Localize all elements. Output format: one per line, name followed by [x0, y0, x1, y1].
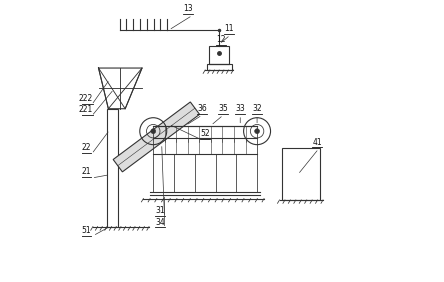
- Text: 51: 51: [81, 226, 91, 235]
- Text: 13: 13: [183, 4, 193, 13]
- Bar: [282, 148, 320, 200]
- Polygon shape: [113, 102, 199, 172]
- Text: 33: 33: [235, 104, 245, 113]
- Text: 221: 221: [79, 105, 93, 114]
- Text: 12: 12: [216, 35, 226, 44]
- Text: 52: 52: [200, 129, 210, 138]
- Bar: [210, 46, 229, 64]
- Text: 32: 32: [252, 104, 262, 113]
- Text: 11: 11: [224, 24, 234, 33]
- Bar: [107, 109, 118, 226]
- Circle shape: [255, 129, 259, 134]
- Text: 31: 31: [155, 206, 165, 215]
- Text: 222: 222: [79, 94, 93, 103]
- Text: 22: 22: [81, 143, 91, 152]
- Circle shape: [151, 129, 156, 134]
- Text: 35: 35: [218, 104, 228, 113]
- Text: 21: 21: [81, 167, 91, 176]
- Bar: [206, 64, 232, 70]
- Text: 36: 36: [198, 104, 207, 113]
- Text: 41: 41: [313, 138, 322, 147]
- Text: 34: 34: [155, 218, 165, 226]
